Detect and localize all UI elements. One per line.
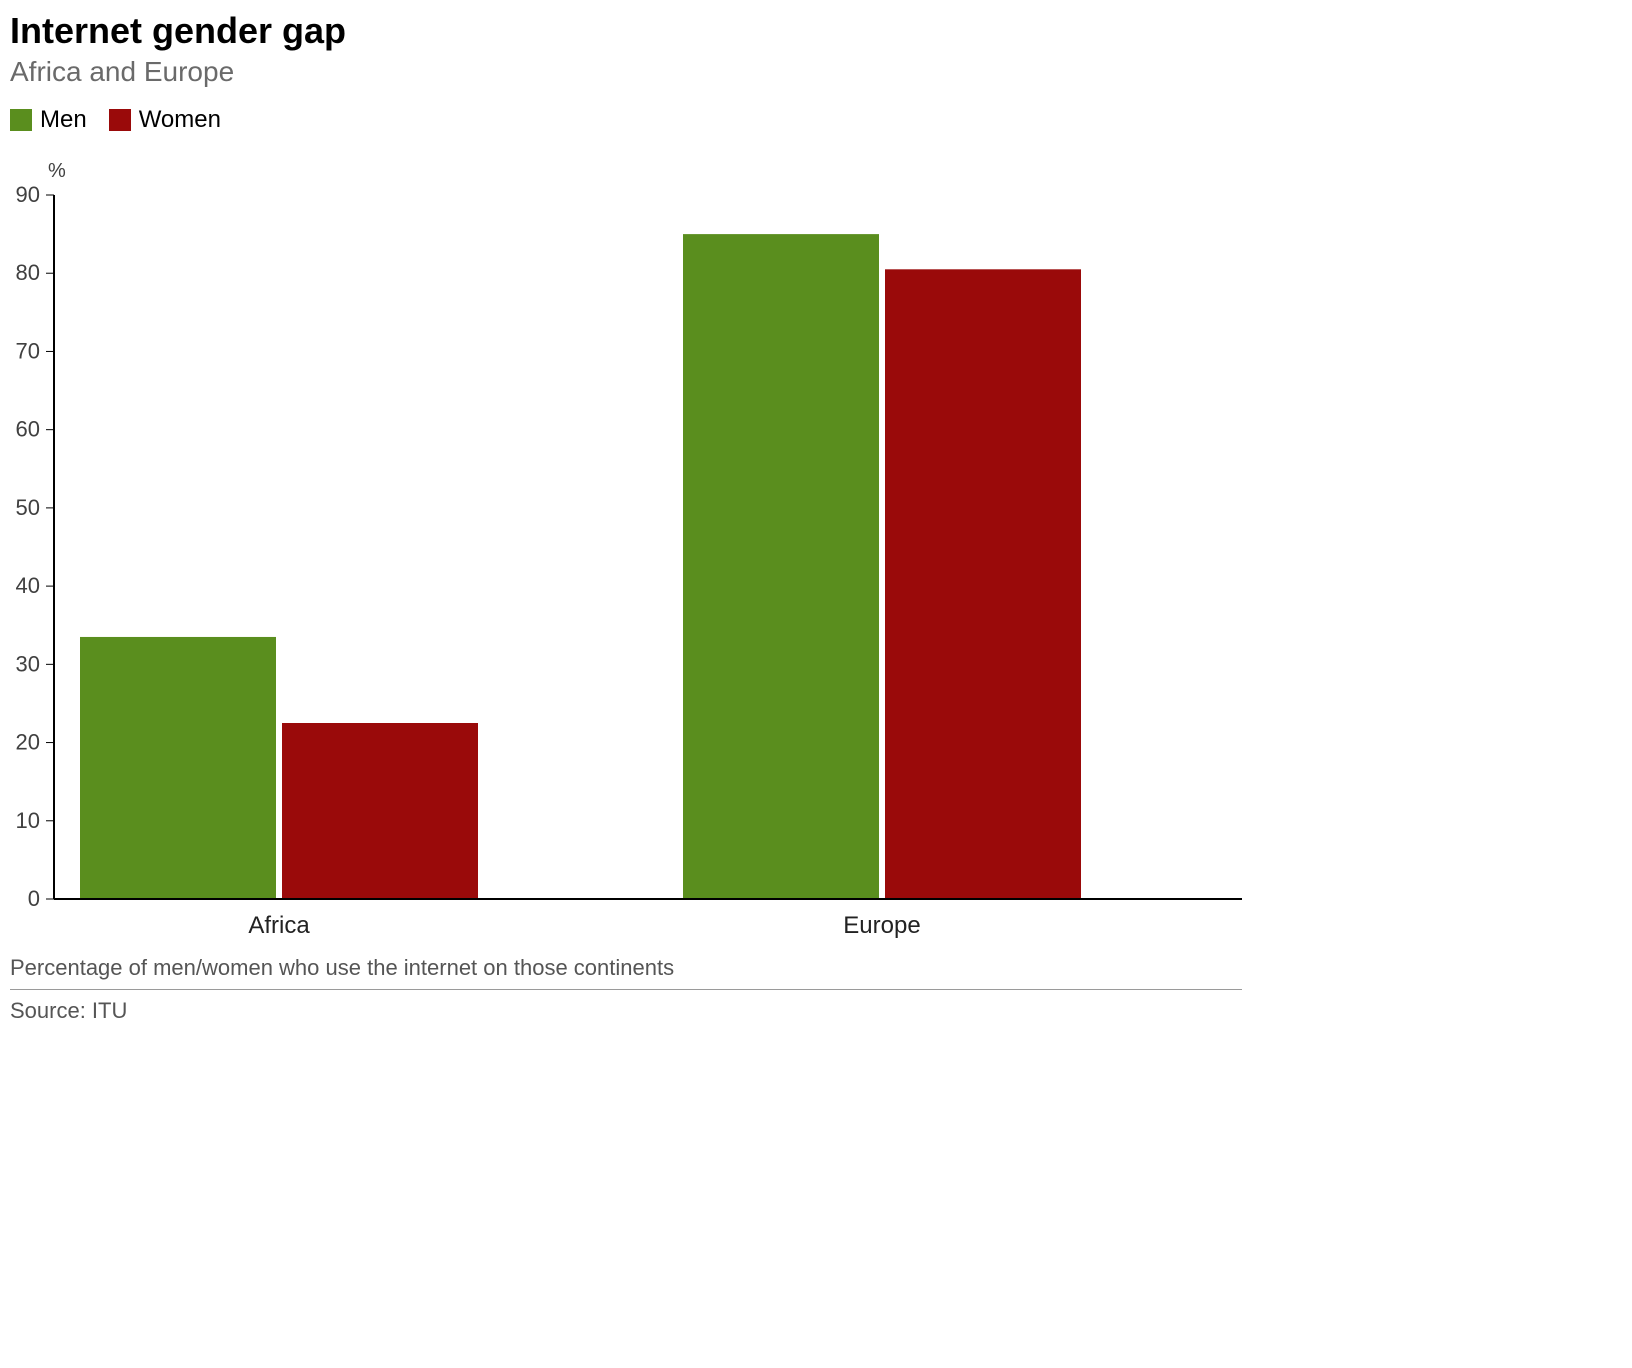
y-tick-label: 90 bbox=[16, 185, 40, 207]
legend-item-men: Men bbox=[10, 106, 87, 134]
y-tick-label: 0 bbox=[28, 886, 40, 911]
bar-women-africa bbox=[282, 723, 478, 899]
y-tick-label: 70 bbox=[16, 338, 40, 363]
y-axis-unit: % bbox=[48, 160, 1242, 183]
chart-caption: Percentage of men/women who use the inte… bbox=[10, 945, 1242, 990]
legend-swatch-women bbox=[109, 109, 131, 131]
y-tick-label: 60 bbox=[16, 417, 40, 442]
y-tick-label: 20 bbox=[16, 730, 40, 755]
chart-source: Source: ITU bbox=[10, 990, 1242, 1032]
plot-area: 0 10 20 30 40 50 60 70 80 90 Africa Europe bbox=[10, 185, 1242, 945]
bar-women-europe bbox=[885, 269, 1081, 899]
y-tick-label: 30 bbox=[16, 651, 40, 676]
bar-chart-svg: 0 10 20 30 40 50 60 70 80 90 Africa Europe bbox=[10, 185, 1242, 945]
chart-subtitle: Africa and Europe bbox=[10, 56, 1242, 88]
y-tick-label: 40 bbox=[16, 573, 40, 598]
x-category-label: Africa bbox=[248, 912, 310, 939]
legend-label-men: Men bbox=[40, 106, 87, 134]
y-tick-label: 10 bbox=[16, 808, 40, 833]
legend-swatch-men bbox=[10, 109, 32, 131]
y-tick-label: 50 bbox=[16, 495, 40, 520]
legend-label-women: Women bbox=[139, 106, 221, 134]
chart-title: Internet gender gap bbox=[10, 10, 1242, 52]
bar-men-africa bbox=[80, 637, 276, 899]
bar-men-europe bbox=[683, 234, 879, 899]
y-tick-label: 80 bbox=[16, 260, 40, 285]
legend: Men Women bbox=[10, 106, 1242, 134]
legend-item-women: Women bbox=[109, 106, 221, 134]
x-category-label: Europe bbox=[843, 912, 920, 939]
chart-container: Internet gender gap Africa and Europe Me… bbox=[10, 10, 1242, 1032]
